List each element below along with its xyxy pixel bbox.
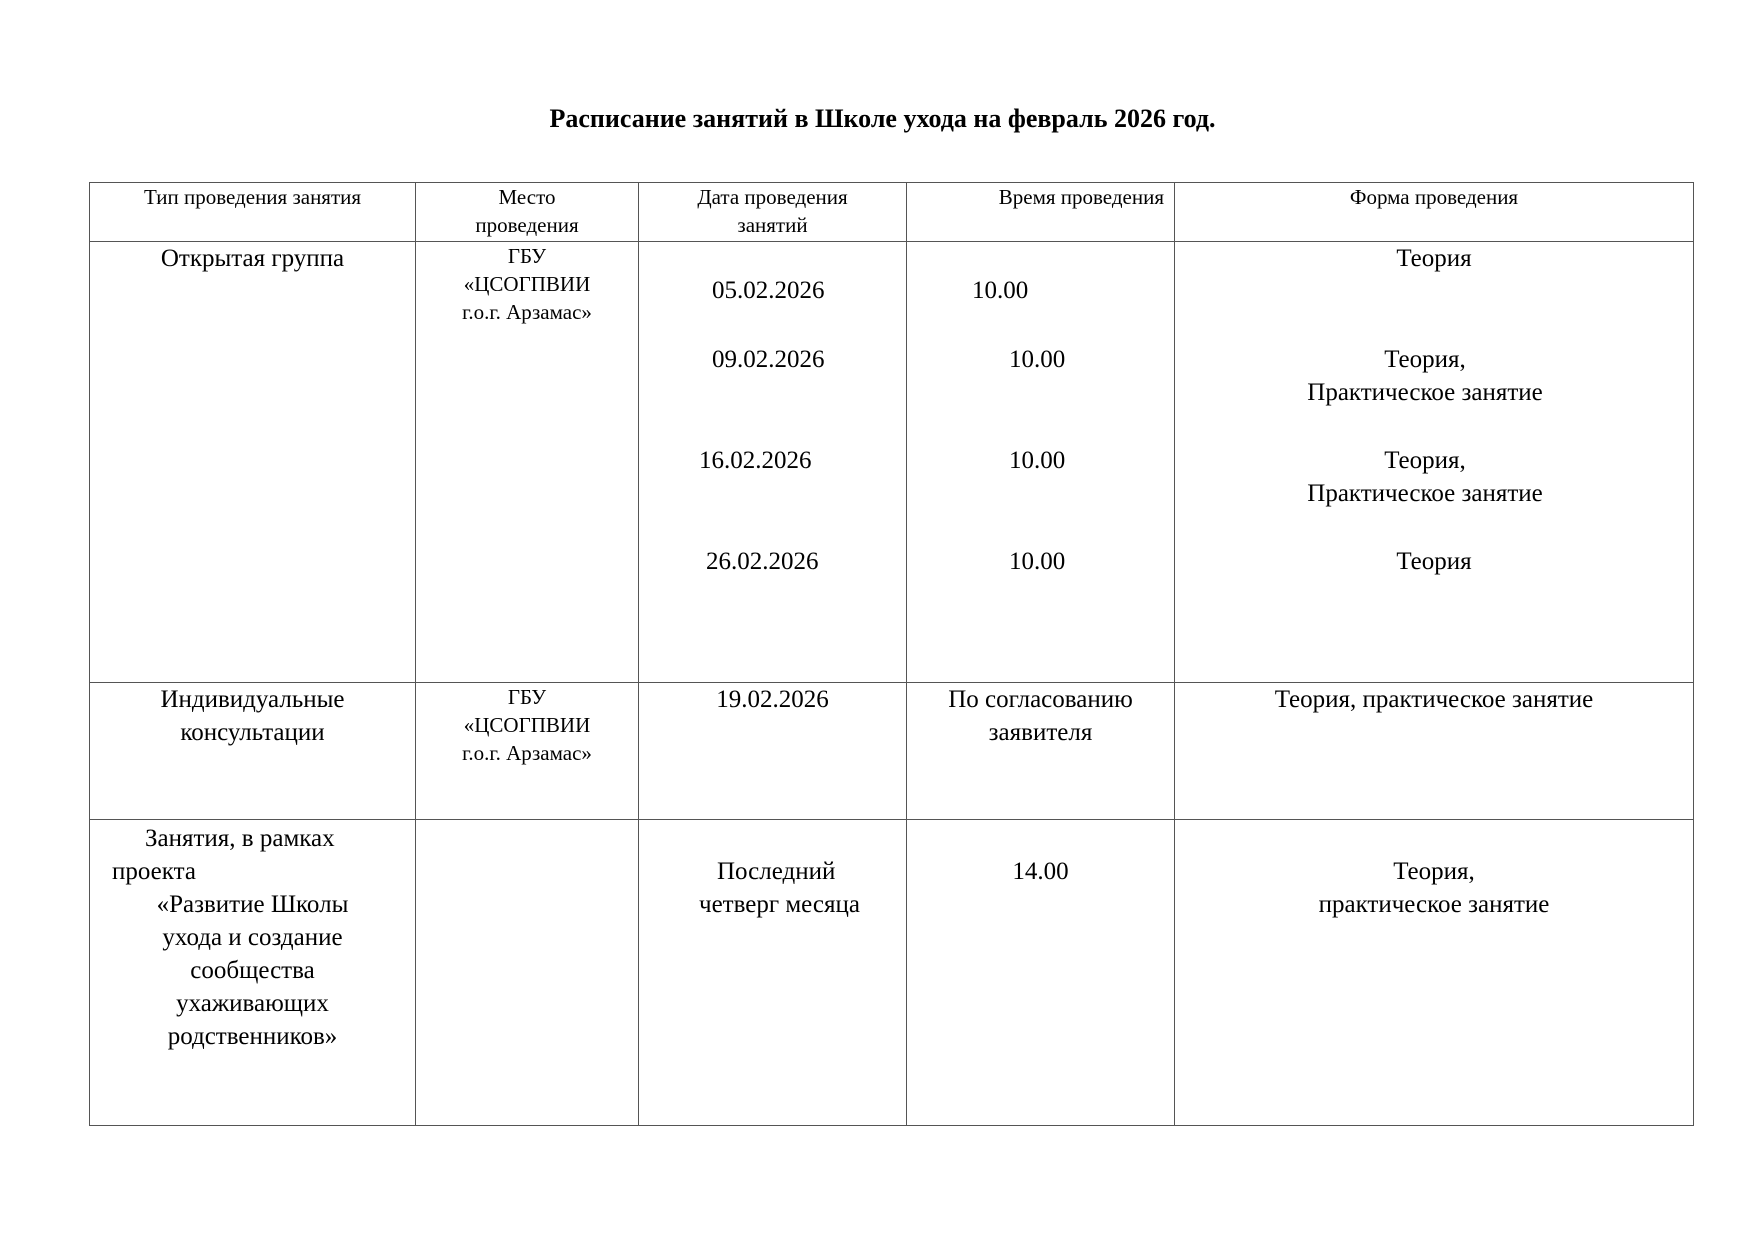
cell-place: ГБУ «ЦСОГПВИИ г.о.г. Арзамас» <box>415 682 639 820</box>
cell-type: Занятия, в рамках проекта «Развитие Школ… <box>89 819 416 1126</box>
type-text: проекта <box>112 858 196 885</box>
place-line: ГБУ <box>507 685 547 709</box>
table-header-row: Тип проведения занятия Место проведения … <box>89 182 1694 242</box>
time-value: заявителя <box>988 719 1093 746</box>
place-line: г.о.г. Арзамас» <box>462 741 592 765</box>
cell-form: Теория, практическое занятие <box>1174 682 1694 820</box>
cell-forms: Теория Теория, Практическое занятие Теори… <box>1174 241 1694 683</box>
time-value: 10.00 <box>972 277 1029 304</box>
cell-time: По согласованию заявителя <box>906 682 1175 820</box>
page-title: Расписание занятий в Школе ухода на февр… <box>549 104 1216 133</box>
table-row: Занятия, в рамках проекта «Развитие Школ… <box>89 819 1694 1126</box>
place-line: «ЦСОГПВИИ <box>463 272 591 296</box>
place-line: г.о.г. Арзамас» <box>462 300 592 324</box>
type-text: Занятия, в рамках <box>145 825 335 852</box>
date-value: 09.02.2026 <box>712 346 825 373</box>
header-date: Дата проведения занятий <box>638 182 907 242</box>
form-value: практическое занятие <box>1318 891 1550 918</box>
cell-type: Индивидуальные консультации <box>89 682 416 820</box>
type-text: Индивидуальные <box>160 686 345 713</box>
date-value: 05.02.2026 <box>712 277 825 304</box>
table-row: Открытая группа ГБУ «ЦСОГПВИИ г.о.г. Арз… <box>89 241 1694 683</box>
type-text: сообщества <box>190 957 315 984</box>
schedule-table: Тип проведения занятия Место проведения … <box>89 182 1694 1126</box>
date-value: 16.02.2026 <box>699 447 812 474</box>
time-value: 10.00 <box>1009 548 1066 575</box>
date-value: четверг месяца <box>699 891 860 918</box>
form-value: Теория, <box>1393 858 1475 885</box>
header-place: Место проведения <box>415 182 639 242</box>
cell-date: Последний четверг месяца <box>638 819 907 1126</box>
form-value: Теория, <box>1384 346 1466 373</box>
time-value: По согласованию <box>948 686 1133 713</box>
cell-place: ГБУ «ЦСОГПВИИ г.о.г. Арзамас» <box>415 241 639 683</box>
cell-time: 14.00 <box>906 819 1175 1126</box>
cell-place <box>415 819 639 1126</box>
cell-times: 10.00 10.00 10.00 10.00 <box>906 241 1175 683</box>
cell-form: Теория, практическое занятие <box>1174 819 1694 1126</box>
type-text: «Развитие Школы <box>156 891 349 918</box>
type-text: родственников» <box>167 1023 338 1050</box>
form-value: Практическое занятие <box>1307 379 1543 406</box>
cell-date: 19.02.2026 <box>638 682 907 820</box>
date-value: 26.02.2026 <box>706 548 819 575</box>
header-form: Форма проведения <box>1174 182 1694 242</box>
form-value: Теория <box>1396 548 1472 575</box>
type-text: Открытая группа <box>160 245 345 272</box>
time-value: 14.00 <box>1012 858 1069 885</box>
cell-dates: 05.02.2026 09.02.2026 16.02.2026 26.02.2… <box>638 241 907 683</box>
time-value: 10.00 <box>1009 447 1066 474</box>
header-type: Тип проведения занятия <box>89 182 416 242</box>
cell-type: Открытая группа <box>89 241 416 683</box>
date-value: 19.02.2026 <box>716 686 829 713</box>
date-value: Последний <box>717 858 836 885</box>
form-value: Теория, <box>1384 447 1466 474</box>
table-row: Индивидуальные консультации ГБУ «ЦСОГПВИ… <box>89 682 1694 820</box>
form-value: Теория, практическое занятие <box>1274 686 1594 713</box>
time-value: 10.00 <box>1009 346 1066 373</box>
form-value: Теория <box>1396 245 1472 272</box>
form-value: Практическое занятие <box>1307 480 1543 507</box>
place-line: ГБУ <box>507 244 547 268</box>
header-time: Время проведения <box>906 182 1175 242</box>
type-text: консультации <box>180 719 325 746</box>
type-text: ухаживающих <box>176 990 329 1017</box>
type-text: ухода и создание <box>162 924 343 951</box>
place-line: «ЦСОГПВИИ <box>463 713 591 737</box>
